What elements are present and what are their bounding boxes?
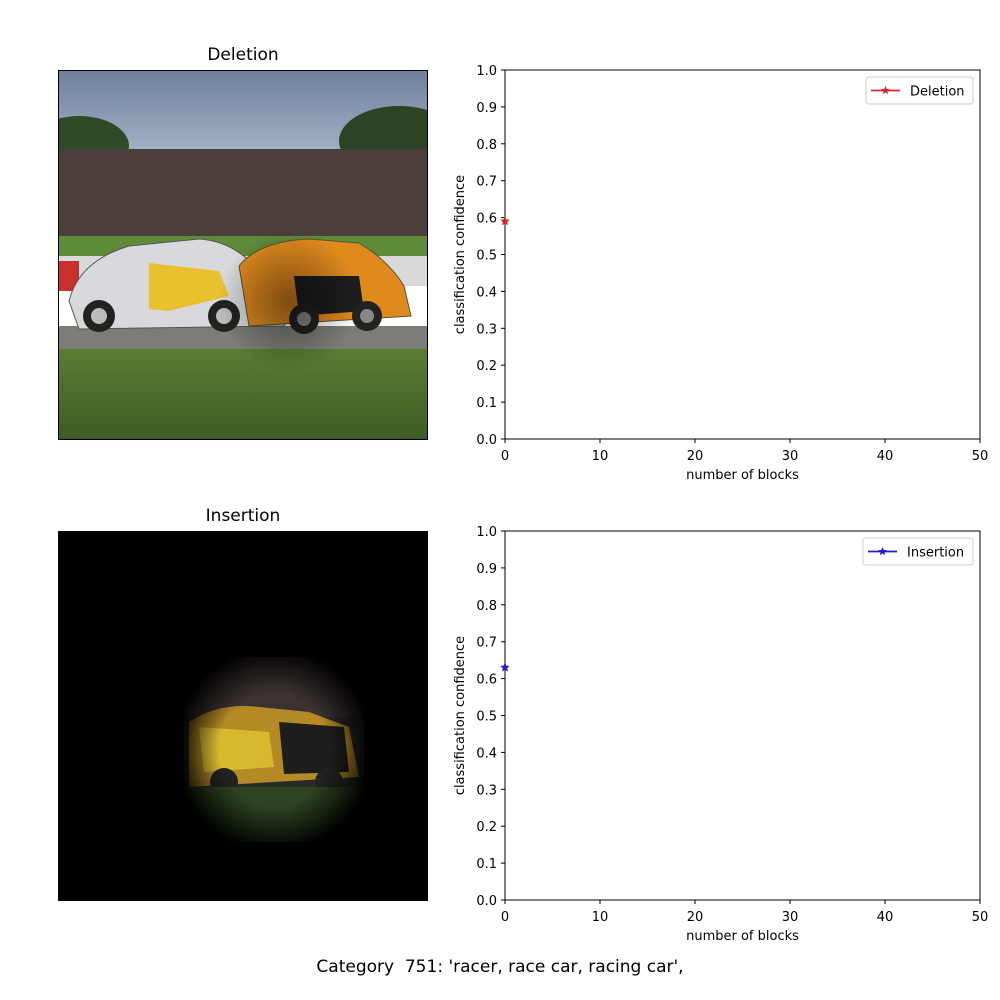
y-tick-label: 0.6 [476, 212, 497, 227]
y-tick-label: 0.1 [476, 857, 497, 872]
x-tick-label: 0 [501, 910, 509, 925]
x-tick-label: 0 [501, 449, 509, 464]
deletion-panel-title: Deletion [207, 45, 279, 65]
y-tick-label: 0.7 [476, 175, 497, 190]
x-tick-label: 10 [592, 910, 609, 925]
y-tick-label: 0.2 [476, 820, 497, 835]
y-axis-label: classification confidence [453, 175, 468, 334]
x-tick-label: 20 [687, 449, 704, 464]
category-caption: Category 751: 'racer, race car, racing c… [316, 957, 684, 977]
y-tick-label: 0.2 [476, 359, 497, 374]
legend-marker [878, 547, 887, 556]
y-tick-label: 0.4 [476, 285, 497, 300]
y-tick-label: 0.5 [476, 249, 497, 264]
y-tick-label: 0.3 [476, 322, 497, 337]
x-axis-label: number of blocks [686, 929, 799, 944]
y-tick-label: 0.8 [476, 599, 497, 614]
x-tick-label: 10 [592, 449, 609, 464]
y-tick-label: 0.9 [476, 562, 497, 577]
y-tick-label: 0.1 [476, 396, 497, 411]
x-tick-label: 30 [782, 449, 799, 464]
y-tick-label: 0.6 [476, 673, 497, 688]
x-tick-label: 40 [877, 910, 894, 925]
x-tick-label: 20 [687, 910, 704, 925]
x-axis-label: number of blocks [686, 468, 799, 483]
legend-box [862, 537, 974, 566]
y-tick-label: 1.0 [476, 64, 497, 79]
insertion-panel-title: Insertion [205, 506, 281, 526]
y-axis-label: classification confidence [453, 636, 468, 795]
data-point-star [500, 662, 510, 672]
x-tick-label: 40 [877, 449, 894, 464]
y-tick-label: 1.0 [476, 525, 497, 540]
y-tick-label: 0.0 [476, 894, 497, 909]
masked-race-cars-image [174, 647, 374, 852]
y-tick-label: 0.5 [476, 710, 497, 725]
deletion-chart: 0.0 0.1 0.2 0.3 0.4 0.5 0.6 0.7 0.8 0.9 1.0 0 10 20 30… [453, 64, 989, 483]
legend-label: Insertion [907, 546, 964, 561]
x-tick-label: 30 [782, 910, 799, 925]
x-tick-label: 50 [972, 449, 989, 464]
x-tick-label: 50 [972, 910, 989, 925]
y-tick-label: 0.7 [476, 636, 497, 651]
y-tick-label: 0.9 [476, 101, 497, 116]
y-tick-label: 0.3 [476, 783, 497, 798]
y-tick-label: 0.0 [476, 433, 497, 448]
legend-box [865, 76, 974, 105]
plot-area [504, 530, 981, 901]
y-tick-label: 0.4 [476, 746, 497, 761]
deletion-photo [58, 70, 428, 440]
legend-marker [881, 86, 890, 95]
insertion-photo [58, 531, 428, 901]
legend-label: Deletion [910, 85, 965, 100]
insertion-chart: 0.0 0.1 0.2 0.3 0.4 0.5 0.6 0.7 0.8 0.9 1.0 0 10 20 30… [453, 525, 989, 944]
plot-area [504, 69, 981, 440]
y-tick-label: 0.8 [476, 138, 497, 153]
data-point-star [500, 216, 510, 226]
race-cars-image [59, 71, 427, 439]
